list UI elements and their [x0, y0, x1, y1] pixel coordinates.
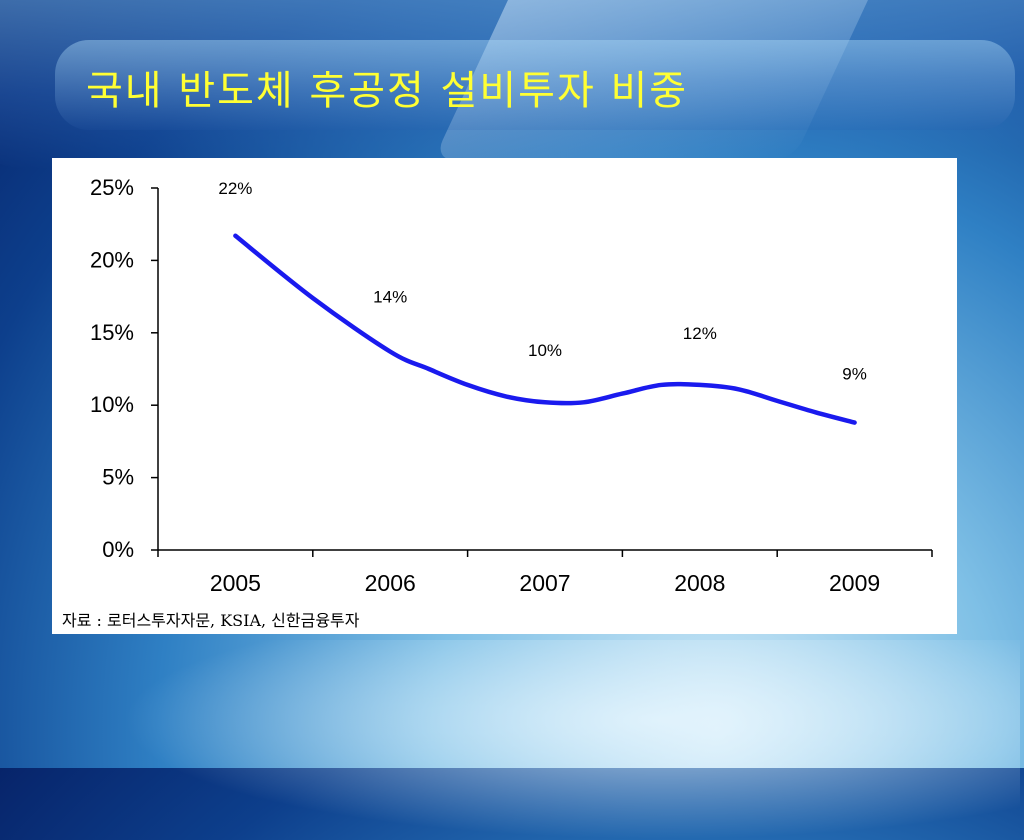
background-light [120, 640, 1020, 840]
series-line [233, 233, 857, 425]
x-tick-label: 2005 [210, 570, 261, 596]
y-tick-label: 5% [102, 465, 134, 490]
data-label: 22% [218, 179, 252, 198]
y-tick-label: 10% [90, 392, 134, 417]
data-label: 10% [528, 341, 562, 360]
chart-container: 0% 5% 10% 15% 20% 25% 2005 2006 2007 2008 2009 22% 1… [52, 158, 957, 634]
data-label: 9% [842, 364, 867, 383]
title-panel [55, 40, 1015, 130]
y-tick-label: 25% [90, 175, 134, 200]
data-label: 12% [683, 324, 717, 343]
y-tick-label: 0% [102, 537, 134, 562]
slide-title: 국내 반도체 후공정 설비투자 비중 [86, 68, 689, 114]
source-note: 자료 : 로터스투자자문, KSIA, 신한금융투자 [62, 611, 360, 630]
x-tick-label: 2008 [674, 570, 725, 596]
x-tick-label: 2007 [519, 570, 570, 596]
data-label: 14% [373, 288, 407, 307]
x-tick-label: 2009 [829, 570, 880, 596]
line-chart: 0% 5% 10% 15% 20% 25% 2005 2006 2007 2008 2009 22% 1… [90, 175, 933, 596]
y-tick-label: 20% [90, 247, 134, 272]
x-tick-label: 2006 [365, 570, 416, 596]
y-tick-label: 15% [90, 320, 134, 345]
